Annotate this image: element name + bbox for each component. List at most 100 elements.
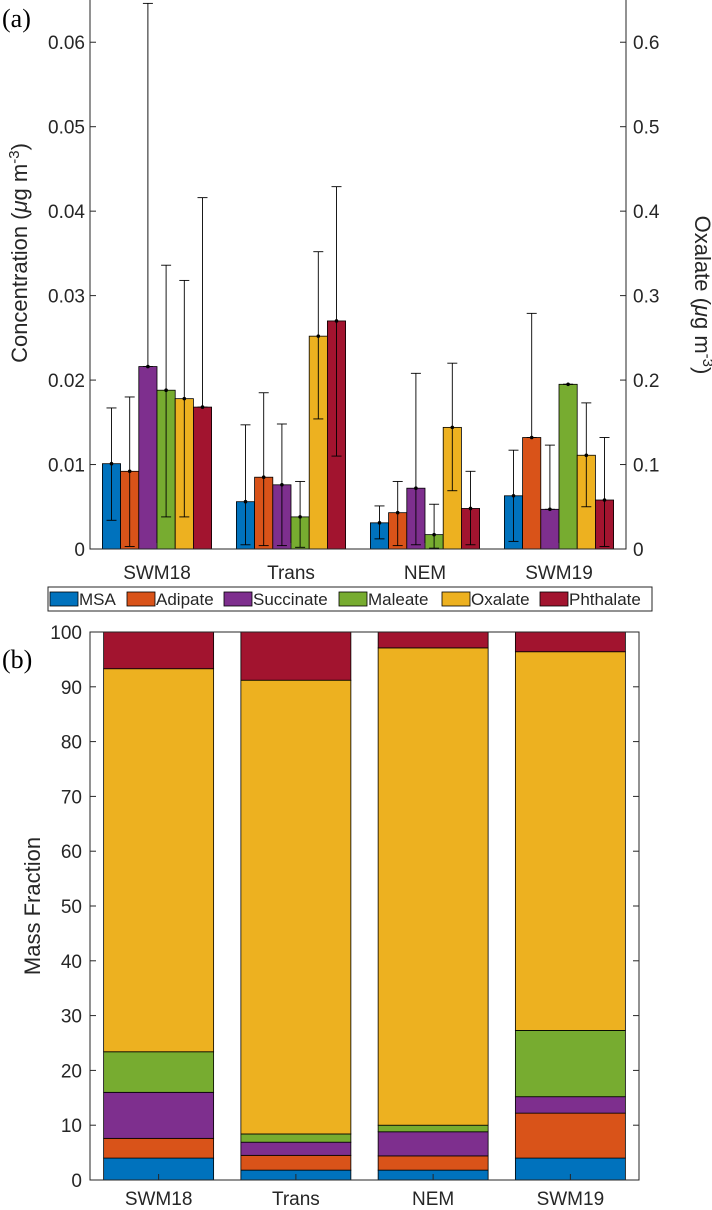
stacked-segment-maleate-nem [377,1124,489,1133]
y-tick-label: 0 [71,1171,82,1192]
legend-label: Succinate [253,590,328,609]
axes-frame-a [89,0,627,550]
error-bar-adipate-swm18 [124,396,135,547]
y2-axis-label-exponent: -3 [700,354,712,367]
y2-tick-label: 0.1 [633,456,659,477]
x-tick-label: Trans [267,563,315,584]
stacked-segment-oxalate-nem [377,647,489,1126]
x-tick-label: SWM19 [525,563,593,584]
stacked-segment-phthalate-nem [377,631,489,649]
mean-marker [566,382,570,387]
stacked-segment-phthalate-swm18 [103,631,215,670]
legend-label: Phthalate [569,590,641,609]
mean-marker [298,515,302,519]
chart-b: SWM18 Trans NEM SWM19 0 10 20 30 40 50 60 70 80 90 100… [20,623,640,1210]
y-axis-label: Concentration (μg m-3) [6,143,33,363]
y-tick-label: 0.04 [48,202,85,223]
mean-marker [377,521,382,525]
legend-label: Maleate [368,590,428,609]
error-bar-phthalate-trans [331,186,342,457]
bar-maleate-swm19 [558,383,578,550]
error-bar-maleate-trans [295,480,306,548]
y-tick-label: 40 [61,952,82,973]
stacked-segment-oxalate-swm19 [514,651,626,1031]
error-bar-oxalate-swm19 [581,402,592,508]
mean-marker [127,469,132,474]
y-axis-label-unit: g m [7,164,32,201]
stacked-segment-adipate-nem [377,1155,489,1171]
error-bar-msa-trans [240,424,251,546]
y-tick-label: 30 [61,1007,82,1028]
error-bar-succinate-nem [410,372,421,546]
y-tick-label: 10 [61,1116,82,1137]
mean-marker [200,405,205,409]
y2-axis-label-mu: μ [690,304,712,317]
legend-swatch [126,591,156,607]
y-tick-label: 0.01 [48,456,85,477]
mean-marker [414,486,418,490]
error-bar-maleate-swm19 [563,382,574,387]
y-axis-label-mu: μ [7,200,32,213]
mean-marker [316,334,321,338]
mean-marker [164,388,168,393]
legend-label: Oxalate [471,590,530,609]
y-axis-label-exponent: -3 [6,150,23,163]
error-bar-adipate-trans [258,392,269,547]
legend-swatch [49,591,79,607]
y-tick-label: 70 [61,787,82,808]
stacked-segment-succinate-swm18 [103,1091,215,1139]
y2-tick-label: 0.4 [633,202,660,223]
mean-marker [261,475,266,480]
legend-label: MSA [79,590,117,609]
legend-entry-msa: MSA [49,590,117,609]
y-tick-label: 20 [61,1061,82,1082]
error-bar-adipate-nem [392,480,403,547]
stacked-segment-phthalate-swm19 [514,631,626,653]
error-bar-msa-swm19 [508,449,519,542]
error-bar-phthalate-nem [465,470,476,546]
bar-succinate-swm18 [138,366,158,550]
legend-swatch [539,591,569,607]
y-tick-label: 0 [74,540,85,561]
error-bar-phthalate-swm19 [599,437,610,547]
y-tick-label: 50 [61,897,82,918]
bar-adipate-swm19 [522,437,542,550]
y-tick-label: 0.03 [48,287,85,308]
mean-marker [334,319,339,323]
error-bar-oxalate-nem [447,362,458,492]
y-tick-label: 0.02 [48,371,85,392]
stacked-segment-phthalate-trans [240,631,352,681]
stacked-segment-maleate-trans [240,1133,352,1143]
stacked-segment-oxalate-swm18 [103,668,215,1053]
error-bar-maleate-nem [429,503,440,549]
y-axis-label: Mass Fraction [20,837,45,975]
y-tick-label: 60 [61,842,82,863]
error-bar-phthalate-swm18 [197,197,208,409]
legend-entry-adipate: Adipate [126,590,214,609]
y2-axis-label-unit: g m [690,317,712,354]
stacked-segment-oxalate-trans [240,679,352,1135]
y2-axis-label-text: Oxalate ( [690,216,712,306]
chart-a: SWM18 Trans NEM SWM19 0 0.01 0.02 0.03 0.04 0.05 0… [6,0,712,584]
y2-tick-label: 0.2 [633,371,659,392]
mean-marker [182,396,187,401]
x-tick-label: SWM18 [123,563,191,584]
legend-swatch [441,591,471,607]
legend-swatch [223,591,253,607]
mean-marker [395,510,400,515]
mean-marker [584,453,589,458]
legend-entry-maleate: Maleate [338,590,428,609]
stacked-segment-maleate-swm18 [103,1051,215,1093]
y2-axis-label-close: ) [690,367,712,374]
legend-entry-succinate: Succinate [223,590,328,609]
mean-marker [146,364,150,369]
legend-label: Adipate [156,590,214,609]
error-bar-oxalate-trans [313,251,324,420]
stacked-segment-maleate-swm19 [514,1030,626,1098]
legend-entry-phthalate: Phthalate [539,590,641,609]
mean-marker [468,506,473,511]
x-tick-label: NEM [412,1189,454,1210]
y2-tick-label: 0.6 [633,33,659,54]
error-bar-adipate-swm19 [526,312,537,440]
